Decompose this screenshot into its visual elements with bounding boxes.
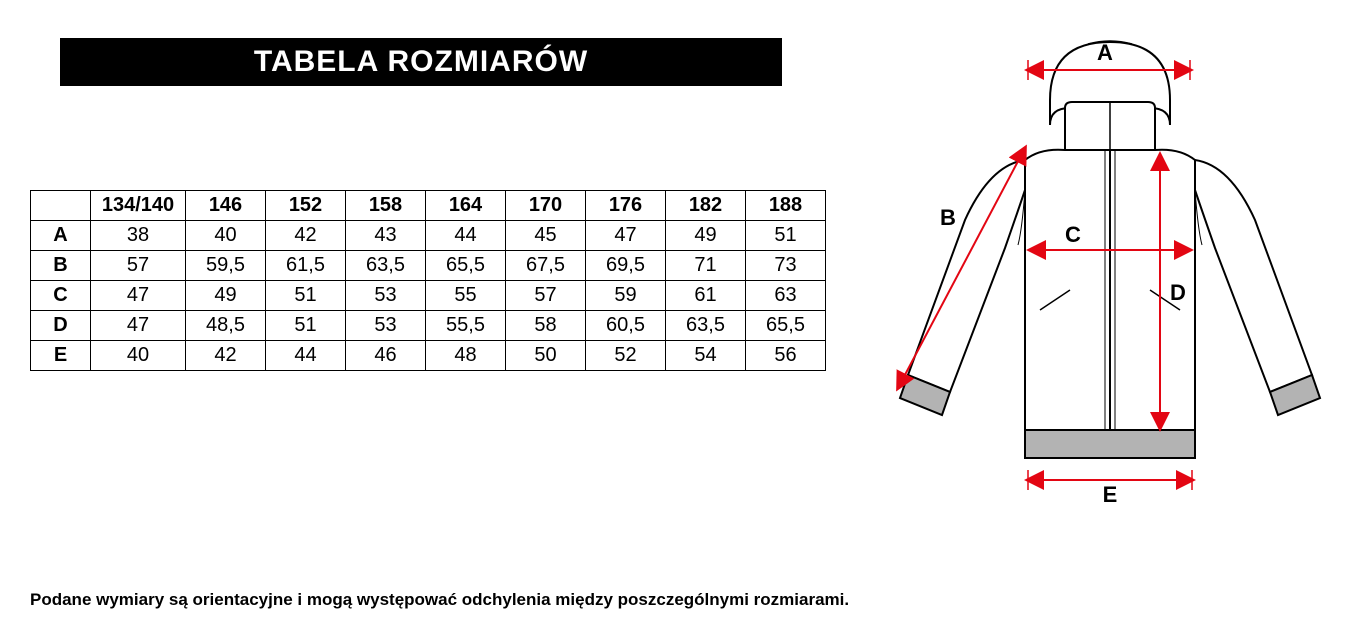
table-cell: 55,5 bbox=[426, 311, 506, 341]
table-cell: 38 bbox=[91, 221, 186, 251]
row-label: B bbox=[31, 251, 91, 281]
table-cell: 51 bbox=[746, 221, 826, 251]
size-table: 134/140 146 152 158 164 170 176 182 188 … bbox=[30, 190, 826, 371]
table-row: E404244464850525456 bbox=[31, 341, 826, 371]
table-cell: 61 bbox=[666, 281, 746, 311]
table-cell: 46 bbox=[346, 341, 426, 371]
col-header: 152 bbox=[266, 191, 346, 221]
table-cell: 65,5 bbox=[426, 251, 506, 281]
table-cell: 55 bbox=[426, 281, 506, 311]
row-label: A bbox=[31, 221, 91, 251]
table-cell: 40 bbox=[91, 341, 186, 371]
table-cell: 43 bbox=[346, 221, 426, 251]
table-cell: 59,5 bbox=[186, 251, 266, 281]
col-header: 170 bbox=[506, 191, 586, 221]
table-cell: 57 bbox=[91, 251, 186, 281]
row-label: D bbox=[31, 311, 91, 341]
table-row: D4748,5515355,55860,563,565,5 bbox=[31, 311, 826, 341]
table-cell: 71 bbox=[666, 251, 746, 281]
table-cell: 44 bbox=[426, 221, 506, 251]
table-cell: 67,5 bbox=[506, 251, 586, 281]
table-cell: 69,5 bbox=[586, 251, 666, 281]
table-cell: 50 bbox=[506, 341, 586, 371]
col-header: 158 bbox=[346, 191, 426, 221]
table-cell: 48 bbox=[426, 341, 506, 371]
table-cell: 63,5 bbox=[666, 311, 746, 341]
table-cell: 47 bbox=[91, 281, 186, 311]
page-title: TABELA ROZMIARÓW bbox=[60, 38, 782, 86]
row-label: C bbox=[31, 281, 91, 311]
table-cell: 40 bbox=[186, 221, 266, 251]
jacket-right-sleeve bbox=[1195, 160, 1312, 392]
table-cell: 47 bbox=[91, 311, 186, 341]
table-header-row: 134/140 146 152 158 164 170 176 182 188 bbox=[31, 191, 826, 221]
dim-c-label: C bbox=[1065, 222, 1081, 247]
table-cell: 45 bbox=[506, 221, 586, 251]
table-cell: 42 bbox=[266, 221, 346, 251]
jacket-left-sleeve bbox=[908, 160, 1025, 392]
table-cell: 63 bbox=[746, 281, 826, 311]
row-label: E bbox=[31, 341, 91, 371]
table-cell: 49 bbox=[186, 281, 266, 311]
dim-b-label: B bbox=[940, 205, 956, 230]
table-row: B5759,561,563,565,567,569,57173 bbox=[31, 251, 826, 281]
table-cell: 73 bbox=[746, 251, 826, 281]
table-cell: 47 bbox=[586, 221, 666, 251]
header-empty bbox=[31, 191, 91, 221]
jacket-diagram: A B C D E bbox=[890, 30, 1330, 510]
dim-d-label: D bbox=[1170, 280, 1186, 305]
table-cell: 56 bbox=[746, 341, 826, 371]
dim-e-label: E bbox=[1103, 482, 1118, 507]
table-cell: 53 bbox=[346, 281, 426, 311]
table-cell: 48,5 bbox=[186, 311, 266, 341]
jacket-hem bbox=[1025, 430, 1195, 458]
table-row: C474951535557596163 bbox=[31, 281, 826, 311]
table-cell: 59 bbox=[586, 281, 666, 311]
col-header: 182 bbox=[666, 191, 746, 221]
table-cell: 61,5 bbox=[266, 251, 346, 281]
col-header: 188 bbox=[746, 191, 826, 221]
table-cell: 63,5 bbox=[346, 251, 426, 281]
col-header: 164 bbox=[426, 191, 506, 221]
table-cell: 52 bbox=[586, 341, 666, 371]
footnote-text: Podane wymiary są orientacyjne i mogą wy… bbox=[30, 590, 849, 610]
table-cell: 65,5 bbox=[746, 311, 826, 341]
col-header: 176 bbox=[586, 191, 666, 221]
table-cell: 51 bbox=[266, 311, 346, 341]
table-cell: 42 bbox=[186, 341, 266, 371]
table-row: A384042434445474951 bbox=[31, 221, 826, 251]
table-cell: 44 bbox=[266, 341, 346, 371]
table-cell: 54 bbox=[666, 341, 746, 371]
table-cell: 49 bbox=[666, 221, 746, 251]
col-header: 134/140 bbox=[91, 191, 186, 221]
table-cell: 57 bbox=[506, 281, 586, 311]
col-header: 146 bbox=[186, 191, 266, 221]
table-cell: 58 bbox=[506, 311, 586, 341]
table-cell: 51 bbox=[266, 281, 346, 311]
table-cell: 60,5 bbox=[586, 311, 666, 341]
table-cell: 53 bbox=[346, 311, 426, 341]
dim-a-label: A bbox=[1097, 40, 1113, 65]
